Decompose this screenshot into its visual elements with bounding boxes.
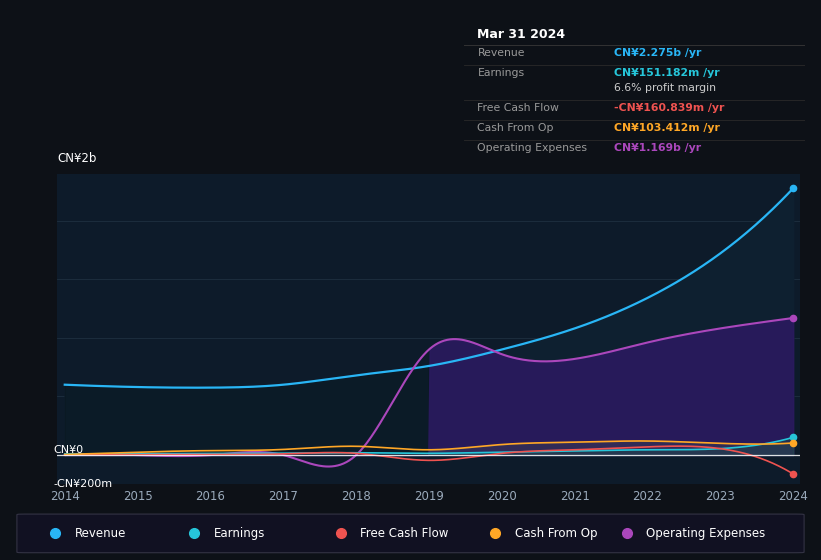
Text: Revenue: Revenue: [75, 527, 126, 540]
Text: CN¥1.169b /yr: CN¥1.169b /yr: [614, 143, 701, 153]
Text: Earnings: Earnings: [213, 527, 265, 540]
Text: Revenue: Revenue: [478, 48, 525, 58]
Text: Cash From Op: Cash From Op: [515, 527, 597, 540]
Text: Free Cash Flow: Free Cash Flow: [478, 103, 559, 113]
Text: Earnings: Earnings: [478, 68, 525, 78]
Text: CN¥2.275b /yr: CN¥2.275b /yr: [614, 48, 701, 58]
Text: Operating Expenses: Operating Expenses: [478, 143, 588, 153]
Text: Operating Expenses: Operating Expenses: [646, 527, 765, 540]
Text: CN¥151.182m /yr: CN¥151.182m /yr: [614, 68, 719, 78]
Text: Cash From Op: Cash From Op: [478, 123, 554, 133]
Text: CN¥0: CN¥0: [54, 445, 84, 455]
Text: -CN¥160.839m /yr: -CN¥160.839m /yr: [614, 103, 724, 113]
Text: Free Cash Flow: Free Cash Flow: [360, 527, 449, 540]
Text: Mar 31 2024: Mar 31 2024: [478, 27, 566, 40]
Text: -CN¥200m: -CN¥200m: [54, 479, 113, 489]
Text: CN¥103.412m /yr: CN¥103.412m /yr: [614, 123, 720, 133]
Text: CN¥2b: CN¥2b: [57, 152, 97, 165]
FancyBboxPatch shape: [17, 514, 804, 553]
Text: 6.6% profit margin: 6.6% profit margin: [614, 83, 716, 93]
